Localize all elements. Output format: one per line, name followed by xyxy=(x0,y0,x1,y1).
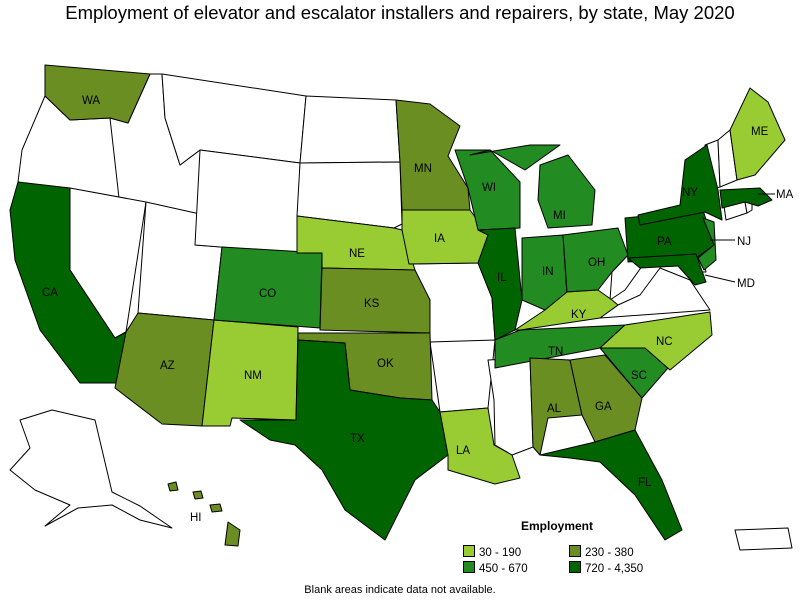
legend-item-2: 230 - 380 xyxy=(569,545,634,559)
label-oh: OH xyxy=(588,257,605,269)
label-tx: TX xyxy=(350,433,365,445)
label-ma: MA xyxy=(776,189,794,201)
legend-swatch-1 xyxy=(463,545,475,557)
label-mi: MI xyxy=(553,210,566,222)
label-hi: HI xyxy=(190,512,202,524)
md-leader-line xyxy=(704,274,736,283)
label-nm: NM xyxy=(244,370,262,382)
label-ky: KY xyxy=(571,309,587,321)
label-fl: FL xyxy=(638,477,652,489)
state-ak xyxy=(9,409,173,529)
state-ky xyxy=(514,289,619,331)
label-sc: SC xyxy=(631,370,647,382)
label-md: MD xyxy=(737,278,755,290)
legend-title: Employment xyxy=(521,519,594,533)
label-az: AZ xyxy=(160,360,175,372)
state-nj xyxy=(697,217,717,271)
state-mi xyxy=(469,144,596,229)
state-ks xyxy=(319,267,431,334)
label-ks: KS xyxy=(364,298,380,310)
state-ma xyxy=(719,187,773,209)
state-tx xyxy=(239,339,449,541)
label-il: IL xyxy=(497,272,507,284)
legend-label-4: 720 - 4,350 xyxy=(585,563,644,575)
label-tn: TN xyxy=(548,346,563,358)
legend-swatch-2 xyxy=(569,545,581,557)
state-mt xyxy=(161,73,307,166)
label-nc: NC xyxy=(656,336,673,348)
label-pa: PA xyxy=(657,236,672,248)
label-ny: NY xyxy=(682,187,698,199)
legend-swatch-4 xyxy=(569,561,581,573)
state-hi xyxy=(167,481,241,547)
legend-label-1: 30 - 190 xyxy=(479,547,522,559)
label-wi: WI xyxy=(482,182,496,194)
legend-label-2: 230 - 380 xyxy=(585,547,634,559)
label-ok: OK xyxy=(377,358,394,370)
label-nj: NJ xyxy=(737,236,751,248)
state-wy xyxy=(194,149,301,254)
territory-pr xyxy=(734,527,793,551)
state-ar xyxy=(429,339,496,413)
label-in: IN xyxy=(542,266,554,278)
state-md xyxy=(627,253,707,286)
state-nd xyxy=(299,95,401,164)
label-ca: CA xyxy=(42,287,58,299)
state-nm xyxy=(201,319,299,427)
state-la xyxy=(439,407,521,485)
blank-areas-note: Blank areas indicate data not available. xyxy=(304,584,496,596)
state-nc xyxy=(599,311,713,371)
state-ms xyxy=(487,357,534,456)
map-title: Employment of elevator and escalator ins… xyxy=(65,2,735,23)
legend-item-1: 30 - 190 xyxy=(463,545,521,559)
label-ne: NE xyxy=(349,248,365,260)
state-ny xyxy=(637,144,723,226)
label-wa: WA xyxy=(82,95,100,107)
state-sd xyxy=(296,161,403,229)
state-wa xyxy=(44,64,151,124)
label-la: LA xyxy=(456,445,470,457)
state-me xyxy=(729,87,786,181)
legend-swatch-3 xyxy=(463,561,475,573)
legend-label-3: 450 - 670 xyxy=(479,563,528,575)
label-me: ME xyxy=(751,126,769,138)
state-fl xyxy=(539,429,683,541)
label-co: CO xyxy=(259,288,276,300)
label-al: AL xyxy=(547,403,562,415)
label-ga: GA xyxy=(595,401,612,413)
legend-item-4: 720 - 4,350 xyxy=(569,561,643,575)
legend-item-3: 450 - 670 xyxy=(463,561,528,575)
label-mn: MN xyxy=(414,163,432,175)
label-ia: IA xyxy=(434,233,445,245)
